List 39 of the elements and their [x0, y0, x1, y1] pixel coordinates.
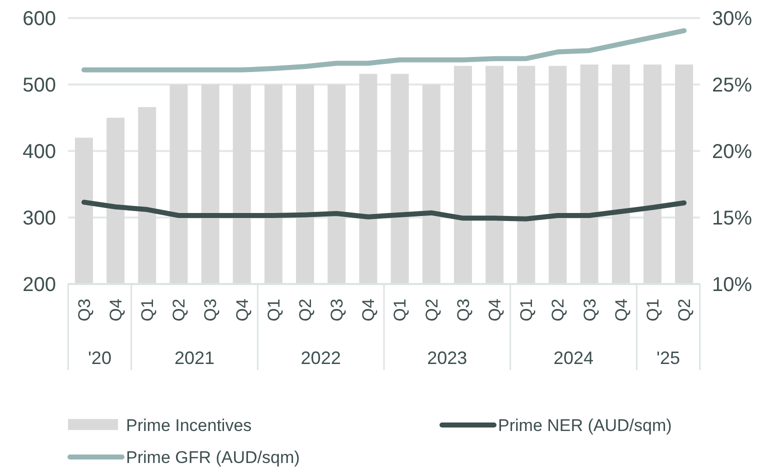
y2-tick-label: 30% [712, 8, 752, 30]
y-tick-label: 200 [22, 274, 56, 296]
x-tick-label: Q4 [612, 298, 631, 322]
x-tick-label: Q1 [643, 298, 662, 322]
x-tick-label: Q1 [138, 298, 158, 322]
text: 2022 [300, 348, 341, 368]
legend-label: Prime GFR (AUD/sqm) [126, 448, 300, 467]
text: 2024 [553, 348, 594, 368]
x-tick-label: Q4 [359, 298, 378, 322]
x-tick-label: Q3 [74, 298, 94, 322]
text: '25 [656, 348, 680, 368]
x-tick-label: Q3 [454, 298, 473, 322]
x-tick-label: Q1 [264, 298, 284, 322]
legend-label: Prime NER (AUD/sqm) [498, 416, 672, 435]
x-tick-label: Q2 [675, 298, 694, 322]
y2-tick-label: 15% [712, 208, 752, 230]
y2-tick-label: 25% [712, 74, 752, 96]
x-tick-label: Q1 [390, 298, 410, 322]
x-tick-label: Q2 [422, 298, 442, 322]
text: 2021 [174, 348, 215, 368]
text: '20 [88, 348, 112, 368]
x-tick-label: Q1 [517, 298, 536, 322]
x-tick-label: Q3 [580, 298, 600, 322]
y2-tick-label: 10% [712, 274, 752, 296]
y-tick-label: 300 [22, 208, 56, 230]
x-tick-label: Q2 [296, 298, 315, 322]
x-tick-label: Q2 [170, 298, 189, 322]
y-tick-label: 600 [22, 8, 56, 30]
x-tick-label: Q3 [328, 298, 347, 322]
x-tick-label: Q3 [201, 298, 220, 322]
text: 2023 [427, 348, 468, 368]
x-tick-label: Q4 [232, 298, 252, 322]
x-tick-label: Q4 [106, 298, 126, 322]
x-tick-label: Q2 [548, 298, 568, 322]
y2-tick-label: 20% [712, 141, 752, 163]
legend-label: Prime Incentives [126, 416, 252, 435]
x-tick-label: Q4 [485, 298, 504, 322]
y-tick-label: 400 [22, 141, 56, 163]
y-tick-label: 500 [22, 74, 56, 96]
